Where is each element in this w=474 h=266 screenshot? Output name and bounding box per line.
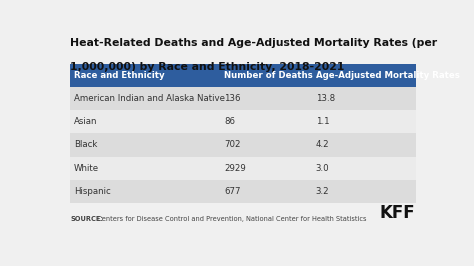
FancyBboxPatch shape [220, 110, 312, 133]
Text: 2929: 2929 [224, 164, 246, 173]
FancyBboxPatch shape [220, 156, 312, 180]
FancyBboxPatch shape [312, 133, 416, 156]
FancyBboxPatch shape [220, 87, 312, 110]
Text: American Indian and Alaska Native: American Indian and Alaska Native [74, 94, 225, 103]
FancyBboxPatch shape [70, 180, 220, 203]
Text: Race and Ethnicity: Race and Ethnicity [74, 71, 164, 80]
FancyBboxPatch shape [220, 180, 312, 203]
Text: 3.0: 3.0 [316, 164, 329, 173]
FancyBboxPatch shape [312, 110, 416, 133]
FancyBboxPatch shape [70, 156, 220, 180]
FancyBboxPatch shape [70, 87, 220, 110]
Text: 1.1: 1.1 [316, 117, 329, 126]
Text: 3.2: 3.2 [316, 187, 329, 196]
FancyBboxPatch shape [70, 64, 220, 87]
FancyBboxPatch shape [312, 156, 416, 180]
Text: Age-Adjusted Mortality Rates: Age-Adjusted Mortality Rates [316, 71, 459, 80]
Text: Heat-Related Deaths and Age-Adjusted Mortality Rates (per: Heat-Related Deaths and Age-Adjusted Mor… [70, 38, 438, 48]
Text: White: White [74, 164, 99, 173]
FancyBboxPatch shape [312, 64, 416, 87]
Text: Black: Black [74, 140, 97, 149]
Text: Centers for Disease Control and Prevention, National Center for Health Statistic: Centers for Disease Control and Preventi… [95, 217, 367, 222]
Text: 136: 136 [224, 94, 241, 103]
Text: 702: 702 [224, 140, 241, 149]
Text: 86: 86 [224, 117, 235, 126]
FancyBboxPatch shape [70, 133, 220, 156]
Text: Hispanic: Hispanic [74, 187, 111, 196]
Text: 13.8: 13.8 [316, 94, 335, 103]
Text: 677: 677 [224, 187, 241, 196]
FancyBboxPatch shape [312, 87, 416, 110]
Text: Number of Deaths: Number of Deaths [224, 71, 313, 80]
Text: Asian: Asian [74, 117, 98, 126]
Text: KFF: KFF [380, 204, 416, 222]
FancyBboxPatch shape [220, 133, 312, 156]
Text: 1,000,000) by Race and Ethnicity, 2018-2021: 1,000,000) by Race and Ethnicity, 2018-2… [70, 62, 345, 72]
FancyBboxPatch shape [70, 110, 220, 133]
FancyBboxPatch shape [312, 180, 416, 203]
FancyBboxPatch shape [220, 64, 312, 87]
Text: SOURCE:: SOURCE: [70, 217, 103, 222]
Text: 4.2: 4.2 [316, 140, 329, 149]
